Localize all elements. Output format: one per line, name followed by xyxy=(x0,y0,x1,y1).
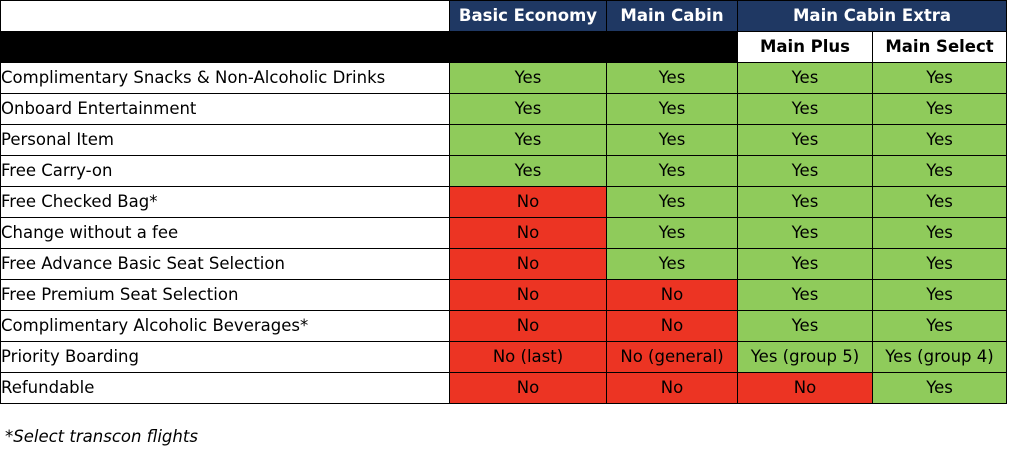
cell-main-cabin: Yes xyxy=(606,186,738,218)
cell-main-select: Yes xyxy=(871,124,1008,156)
feature-label: Free Checked Bag* xyxy=(0,186,450,218)
cell-main-plus: Yes (group 5) xyxy=(737,341,873,373)
feature-label: Complimentary Snacks & Non-Alcoholic Dri… xyxy=(0,62,450,94)
header-main-cabin: Main Cabin xyxy=(606,0,738,32)
feature-label: Change without a fee xyxy=(0,217,450,249)
subheader-main-plus: Main Plus xyxy=(737,31,873,63)
table-row: Free Premium Seat Selection No No Yes Yes xyxy=(0,279,1008,311)
cell-main-cabin: Yes xyxy=(606,93,738,125)
cell-main-select: Yes xyxy=(871,217,1008,249)
cell-main-cabin: Yes xyxy=(606,217,738,249)
cell-basic-economy: Yes xyxy=(449,62,607,94)
cell-main-cabin: Yes xyxy=(606,124,738,156)
cell-main-select: Yes xyxy=(871,372,1008,404)
cell-main-cabin: Yes xyxy=(606,62,738,94)
cell-main-select: Yes (group 4) xyxy=(871,341,1008,373)
feature-label: Priority Boarding xyxy=(0,341,450,373)
feature-label: Free Premium Seat Selection xyxy=(0,279,450,311)
fare-comparison-table: Basic Economy Main Cabin Main Cabin Extr… xyxy=(0,0,1008,404)
cell-basic-economy: Yes xyxy=(449,124,607,156)
cell-basic-economy: No xyxy=(449,310,607,342)
cell-basic-economy: No xyxy=(449,372,607,404)
cell-main-plus: No xyxy=(737,372,873,404)
cell-basic-economy: No xyxy=(449,279,607,311)
cell-basic-economy: No xyxy=(449,248,607,280)
header-basic-economy: Basic Economy xyxy=(449,0,607,32)
table-row: Free Checked Bag* No Yes Yes Yes xyxy=(0,186,1008,218)
cell-main-plus: Yes xyxy=(737,93,873,125)
cell-main-plus: Yes xyxy=(737,248,873,280)
corner-blank-cell xyxy=(0,0,450,32)
cell-main-cabin: Yes xyxy=(606,248,738,280)
cell-main-plus: Yes xyxy=(737,124,873,156)
cell-main-plus: Yes xyxy=(737,155,873,187)
feature-label: Refundable xyxy=(0,372,450,404)
table-row: Onboard Entertainment Yes Yes Yes Yes xyxy=(0,93,1008,125)
cell-basic-economy: No xyxy=(449,217,607,249)
cell-main-select: Yes xyxy=(871,248,1008,280)
cell-basic-economy: Yes xyxy=(449,155,607,187)
cell-main-select: Yes xyxy=(871,155,1008,187)
cell-main-cabin: No xyxy=(606,310,738,342)
feature-label: Onboard Entertainment xyxy=(0,93,450,125)
cell-main-plus: Yes xyxy=(737,62,873,94)
table-row: Complimentary Snacks & Non-Alcoholic Dri… xyxy=(0,62,1008,94)
subheader-main-select: Main Select xyxy=(871,31,1008,63)
feature-label: Free Carry-on xyxy=(0,155,450,187)
cell-main-plus: Yes xyxy=(737,310,873,342)
footnote: *Select transcon flights xyxy=(5,427,198,446)
table-row: Free Advance Basic Seat Selection No Yes Ye… xyxy=(0,248,1008,280)
cell-main-select: Yes xyxy=(871,279,1008,311)
cell-main-select: Yes xyxy=(871,310,1008,342)
cell-main-plus: Yes xyxy=(737,279,873,311)
feature-label: Complimentary Alcoholic Beverages* xyxy=(0,310,450,342)
subheader-row: Main Plus Main Select xyxy=(0,31,1008,63)
table-row: Priority Boarding No (last) No (general) Ye… xyxy=(0,341,1008,373)
cell-main-cabin: No xyxy=(606,279,738,311)
cell-main-plus: Yes xyxy=(737,217,873,249)
cell-basic-economy: Yes xyxy=(449,93,607,125)
cell-basic-economy: No xyxy=(449,186,607,218)
black-spacer-bar xyxy=(0,31,738,63)
table-row: Refundable No No No Yes xyxy=(0,372,1008,404)
header-row: Basic Economy Main Cabin Main Cabin Extr… xyxy=(0,0,1008,32)
table-row: Personal Item Yes Yes Yes Yes xyxy=(0,124,1008,156)
cell-main-plus: Yes xyxy=(737,186,873,218)
table-row: Change without a fee No Yes Yes Yes xyxy=(0,217,1008,249)
header-main-cabin-extra: Main Cabin Extra xyxy=(736,0,1008,32)
cell-main-select: Yes xyxy=(871,93,1008,125)
table-row: Free Carry-on Yes Yes Yes Yes xyxy=(0,155,1008,187)
cell-main-cabin: No xyxy=(606,372,738,404)
feature-label: Free Advance Basic Seat Selection xyxy=(0,248,450,280)
cell-main-cabin: No (general) xyxy=(606,341,738,373)
feature-label: Personal Item xyxy=(0,124,450,156)
table-row: Complimentary Alcoholic Beverages* No No Ye… xyxy=(0,310,1008,342)
cell-basic-economy: No (last) xyxy=(449,341,607,373)
cell-main-cabin: Yes xyxy=(606,155,738,187)
cell-main-select: Yes xyxy=(871,186,1008,218)
cell-main-select: Yes xyxy=(871,62,1008,94)
